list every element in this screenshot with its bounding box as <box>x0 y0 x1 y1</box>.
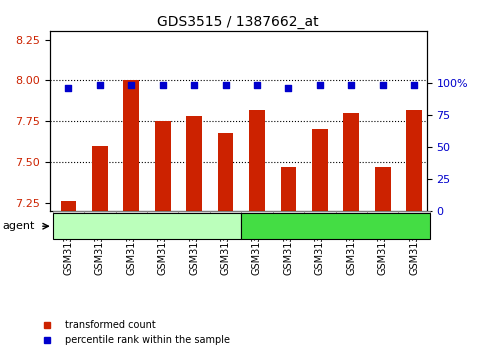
Title: GDS3515 / 1387662_at: GDS3515 / 1387662_at <box>157 15 319 29</box>
Text: control: control <box>128 221 166 231</box>
Bar <box>218 133 233 211</box>
Point <box>65 85 72 91</box>
Point <box>159 82 167 88</box>
Bar <box>312 130 327 211</box>
Point <box>222 82 229 88</box>
Point <box>128 82 135 88</box>
Bar <box>124 80 139 211</box>
Text: agent: agent <box>3 221 35 231</box>
Text: htt-171-82Q: htt-171-82Q <box>301 221 369 231</box>
Bar <box>406 110 422 211</box>
Bar <box>60 201 76 211</box>
Point <box>347 82 355 88</box>
Point <box>96 82 104 88</box>
Bar <box>92 146 108 211</box>
Bar <box>281 167 296 211</box>
Point <box>190 82 198 88</box>
Bar <box>186 116 202 211</box>
Point <box>410 82 418 88</box>
Point <box>379 82 386 88</box>
Bar <box>375 167 391 211</box>
Bar <box>343 113 359 211</box>
Point <box>284 85 292 91</box>
Bar <box>249 110 265 211</box>
Bar <box>155 121 170 211</box>
Legend: transformed count, percentile rank within the sample: transformed count, percentile rank withi… <box>34 316 234 349</box>
Point <box>253 82 261 88</box>
Point <box>316 82 324 88</box>
